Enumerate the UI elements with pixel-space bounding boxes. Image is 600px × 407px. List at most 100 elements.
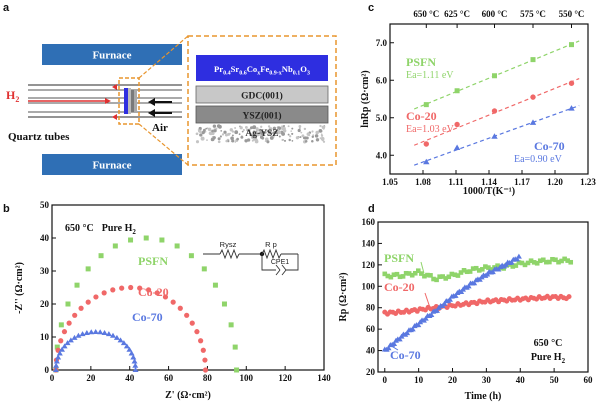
ag-ysz-particle [217, 137, 221, 141]
point-psfn-d [559, 258, 564, 264]
point-psfn-d [425, 272, 430, 278]
ea-co20: Ea=1.03 eV [406, 124, 455, 135]
panel-d-points [381, 253, 574, 352]
point-co70-b [131, 358, 138, 364]
panel-d-y-tick-label: 160 [362, 217, 376, 227]
ag-ysz-particle [282, 128, 287, 133]
panel-d-x-tick-label: 40 [516, 375, 526, 385]
point-psfn-b [58, 322, 64, 328]
panel-d-y-tick-label: 100 [362, 281, 376, 291]
ag-ysz-particle [254, 136, 257, 140]
quartz-tubes-label: Quartz tubes [8, 131, 70, 143]
point-co70-b [53, 362, 60, 368]
point-co70-d [409, 326, 416, 332]
point-co70-b [61, 343, 68, 349]
ag-ysz-particle [303, 136, 308, 140]
ag-ysz-particle [205, 127, 208, 130]
point-co70-d [404, 330, 411, 336]
point-psfn-b [65, 301, 71, 307]
point-psfn-d [437, 274, 442, 279]
point-psfn-d [440, 274, 445, 279]
panel-d-x-tick-label: 50 [550, 375, 560, 385]
point-co70-b [97, 329, 104, 335]
panel-c-xlabel: 1000/T(K⁻¹) [463, 186, 515, 197]
ag-ysz-particle [281, 126, 285, 131]
point-co70-b [130, 354, 137, 360]
ag-ysz-particle [319, 124, 322, 128]
point-psfn-d [422, 273, 427, 279]
point-psfn-d [568, 259, 574, 265]
point-psfn-d [416, 268, 421, 274]
ag-ysz-particle [298, 127, 301, 130]
ea-psfn: Ea=1.11 eV [406, 70, 454, 81]
ag-ysz-particle [252, 130, 256, 134]
point-psfn-b [174, 243, 180, 249]
ag-ysz-particle [291, 132, 294, 135]
point-psfn-d [534, 260, 540, 266]
panel-b: b 0 20 40 60 80 100 120 140 0 10 20 30 40 50 650 °C Pu… [3, 200, 331, 401]
ag-ysz-particle [244, 125, 248, 129]
ag-ysz-particle [290, 130, 293, 132]
point-psfn-b [188, 253, 194, 259]
legend-co70-d: Co-70 [390, 348, 421, 362]
panel-c-x-tick-label: 1.23 [580, 177, 596, 187]
point-psfn-d [519, 260, 525, 266]
point-psfn-d [537, 258, 543, 264]
ag-ysz-particle [220, 130, 223, 132]
ag-ysz-particle [322, 127, 325, 130]
point-co70-b [71, 334, 78, 340]
point-co70-d [446, 296, 453, 302]
panel-c-ylabel: lnRp (Ω·cm²) [360, 70, 371, 127]
point-psfn-b [201, 266, 207, 272]
h2-arrow-head [105, 98, 111, 104]
point-psfn-d [565, 258, 570, 263]
point-co20-b [170, 299, 176, 305]
point-co70-c [568, 105, 575, 111]
legend-pointer-co20 [424, 292, 431, 308]
ag-ysz-particle [234, 141, 237, 143]
legend-pointer-psfn [420, 261, 425, 274]
point-psfn-d [412, 270, 418, 276]
panel-c-x-tick-label: 1.11 [448, 177, 464, 187]
panel-c-top-tick-label: 600 °C [482, 9, 508, 19]
point-co20-b [202, 367, 209, 373]
point-psfn-d [556, 259, 561, 265]
ag-ysz-particle [267, 125, 271, 128]
point-co70-b [67, 337, 74, 343]
ag-ysz-particle [298, 125, 302, 128]
point-co20-b [128, 284, 134, 291]
point-psfn-c [569, 42, 574, 48]
cathode-formula: Pr0.4Sr0.6CoxFe0.9-xNb0.1O3 [214, 64, 310, 77]
legend-co20-d: Co-20 [384, 280, 415, 294]
ea-co70: Ea=0.90 eV [514, 154, 563, 165]
ag-ysz-particle [289, 135, 292, 138]
point-co70-b [128, 350, 135, 356]
sample-in-tube [124, 88, 137, 114]
point-psfn-d [553, 257, 558, 263]
ag-ysz-particle [255, 128, 260, 132]
point-psfn-d [550, 256, 555, 262]
ag-ysz-particle [195, 140, 200, 144]
point-psfn-d [495, 263, 500, 268]
ag-ysz-particle [228, 132, 231, 135]
point-co70-b [105, 331, 112, 337]
fit-line-psfn [413, 40, 580, 110]
ag-ysz-particle [221, 133, 225, 136]
ag-ysz-particle [216, 124, 221, 128]
point-psfn-d [403, 270, 409, 276]
point-psfn-d [473, 265, 479, 271]
panel-b-x-tick-label: 140 [317, 373, 331, 383]
ag-ysz-particle [311, 135, 315, 139]
point-co20-b [119, 285, 125, 291]
ag-ysz-particle [242, 128, 245, 132]
point-co20-b [66, 320, 72, 326]
panel-b-y-tick-label: 40 [40, 233, 50, 243]
gdc-label: GDC(001) [241, 91, 283, 102]
layer-ag-ysz [195, 124, 326, 144]
panel-c-top-tick-label: 575 °C [520, 9, 546, 19]
panel-d-y-tick-label: 20 [366, 367, 376, 377]
point-co20-b [78, 305, 84, 311]
point-psfn-d [531, 260, 537, 265]
point-psfn-d [443, 276, 449, 281]
